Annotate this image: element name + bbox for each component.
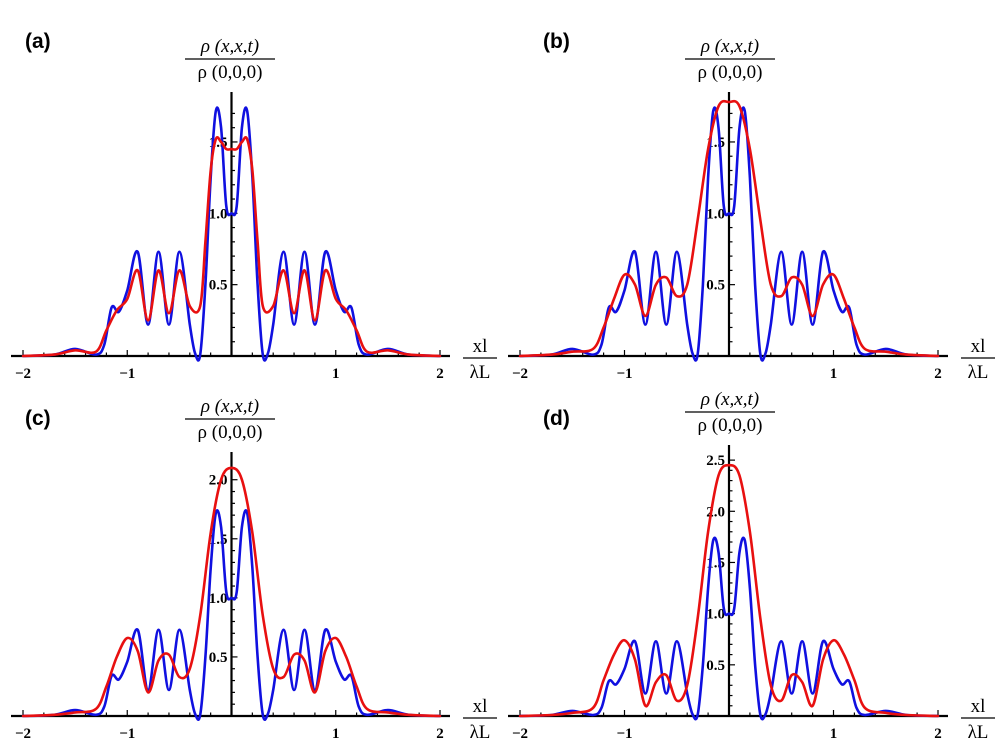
x-tick-label: −1 xyxy=(616,726,632,742)
panel-label: (c) xyxy=(25,407,51,430)
series-line-blue xyxy=(21,106,442,362)
y-tick-label: 2.5 xyxy=(706,453,725,469)
panel-label: (b) xyxy=(543,30,570,53)
y-tick-label: 1.0 xyxy=(209,591,228,607)
x-tick-label: −2 xyxy=(15,726,31,742)
x-axis-label-denominator: λL xyxy=(968,362,989,383)
x-tick-label: 1 xyxy=(830,726,838,742)
series-line-red xyxy=(518,99,940,358)
series-line-blue xyxy=(518,536,940,721)
y-axis-label-numerator: ρ (x,x,t) xyxy=(700,36,759,57)
x-tick-label: −1 xyxy=(119,726,135,742)
y-axis-label-denominator: ρ (0,0,0) xyxy=(198,422,263,443)
x-tick-label: 1 xyxy=(332,726,340,742)
x-tick-label: −2 xyxy=(15,366,31,382)
x-axis-label-denominator: λL xyxy=(470,362,491,383)
y-tick-label: 0.5 xyxy=(209,278,228,294)
x-tick-label: 1 xyxy=(830,366,838,382)
x-axis-label-denominator: λL xyxy=(968,722,989,743)
series-line-red xyxy=(518,463,940,718)
y-axis-label-numerator: ρ (x,x,t) xyxy=(200,36,259,57)
y-axis-label-denominator: ρ (0,0,0) xyxy=(198,62,263,83)
x-tick-label: 2 xyxy=(436,366,444,382)
x-tick-label: 2 xyxy=(934,726,942,742)
x-axis-label-numerator: xl xyxy=(473,696,488,717)
x-axis-label-numerator: xl xyxy=(971,696,986,717)
y-axis-label-numerator: ρ (x,x,t) xyxy=(700,389,759,410)
y-tick-label: 0.5 xyxy=(706,278,725,294)
y-axis-label-denominator: ρ (0,0,0) xyxy=(698,415,763,436)
series-line-red xyxy=(21,135,442,358)
y-tick-label: 0.5 xyxy=(209,650,228,666)
panel-label: (a) xyxy=(25,30,51,53)
x-tick-label: −1 xyxy=(616,366,632,382)
x-tick-label: 1 xyxy=(332,366,340,382)
series-line-red xyxy=(21,466,442,718)
x-tick-label: −1 xyxy=(119,366,135,382)
series-line-blue xyxy=(21,508,442,722)
panel-label: (d) xyxy=(543,407,570,430)
x-axis-label-numerator: xl xyxy=(971,336,986,357)
y-axis-label-numerator: ρ (x,x,t) xyxy=(200,396,259,417)
x-axis-label-numerator: xl xyxy=(473,336,488,357)
x-tick-label: 2 xyxy=(934,366,942,382)
y-tick-label: 0.5 xyxy=(706,658,725,674)
x-tick-label: −2 xyxy=(512,726,528,742)
y-tick-label: 1.0 xyxy=(706,607,725,623)
y-tick-label: 1.0 xyxy=(209,206,228,222)
x-tick-label: −2 xyxy=(512,366,528,382)
y-tick-label: 1.0 xyxy=(706,206,725,222)
x-tick-label: 2 xyxy=(436,726,444,742)
x-axis-label-denominator: λL xyxy=(470,722,491,743)
y-axis-label-denominator: ρ (0,0,0) xyxy=(698,62,763,83)
